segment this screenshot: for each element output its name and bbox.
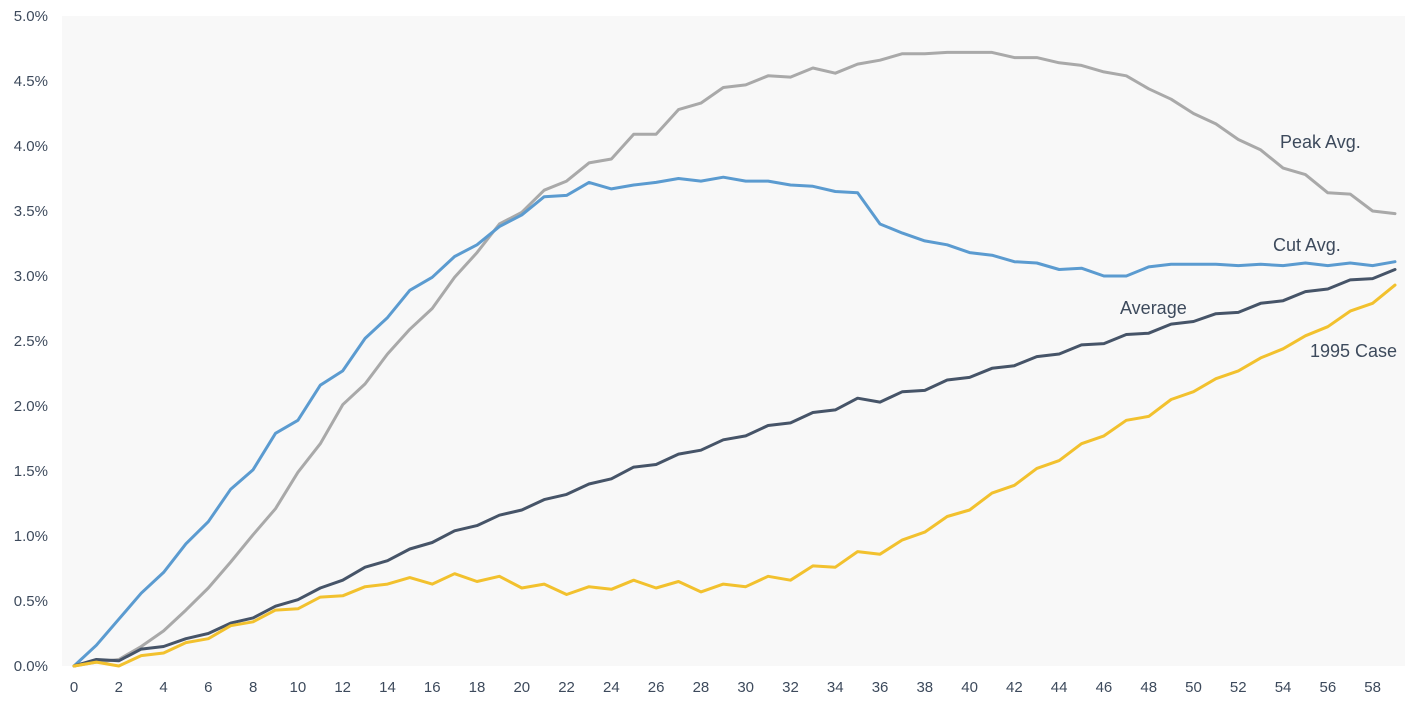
x-tick-label: 24 [603,679,620,696]
x-tick-label: 8 [249,679,257,696]
x-tick-label: 6 [204,679,212,696]
y-tick-label: 4.5% [14,73,48,90]
x-tick-label: 26 [648,679,665,696]
x-tick-label: 46 [1096,679,1113,696]
x-tick-label: 42 [1006,679,1023,696]
y-tick-label: 2.5% [14,333,48,350]
x-tick-label: 16 [424,679,441,696]
x-tick-label: 2 [115,679,123,696]
x-tick-label: 48 [1140,679,1157,696]
annotation-peak-avg: Peak Avg. [1280,132,1361,152]
x-tick-label: 58 [1364,679,1381,696]
y-tick-label: 0.5% [14,593,48,610]
x-tick-label: 54 [1275,679,1292,696]
x-tick-label: 18 [469,679,486,696]
y-tick-label: 5.0% [14,8,48,25]
x-tick-label: 38 [916,679,933,696]
series-annotations: Peak Avg. Cut Avg. Average 1995 Case [1120,132,1397,361]
x-tick-label: 36 [872,679,889,696]
series-line-cut-avg [72,175,1397,668]
x-tick-label: 20 [513,679,530,696]
y-tick-label: 2.0% [14,398,48,415]
plot-area [62,16,1405,666]
x-tick-label: 12 [334,679,351,696]
annotation-average: Average [1120,298,1187,318]
x-tick-label: 4 [159,679,167,696]
x-tick-label: 32 [782,679,799,696]
x-tick-label: 52 [1230,679,1247,696]
y-tick-label: 3.5% [14,203,48,220]
series-line-average [72,268,1397,668]
series-lines [72,50,1397,668]
x-tick-label: 10 [290,679,307,696]
x-tick-label: 0 [70,679,78,696]
series-line-1995-case [72,283,1397,668]
annotation-cut-avg: Cut Avg. [1273,235,1341,255]
x-tick-label: 22 [558,679,575,696]
y-tick-label: 1.0% [14,528,48,545]
x-tick-label: 50 [1185,679,1202,696]
x-tick-label: 28 [693,679,710,696]
y-tick-label: 0.0% [14,658,48,675]
y-tick-label: 4.0% [14,138,48,155]
x-tick-label: 30 [737,679,754,696]
x-tick-label: 14 [379,679,396,696]
y-axis: 0.0% 0.5% 1.0% 1.5% 2.0% 2.5% 3.0% 3.5% 4.0% 4.5%… [14,8,48,675]
annotation-1995-case: 1995 Case [1310,341,1397,361]
x-tick-label: 40 [961,679,978,696]
x-tick-label: 56 [1319,679,1336,696]
x-tick-label: 44 [1051,679,1068,696]
y-tick-label: 3.0% [14,268,48,285]
y-tick-label: 1.5% [14,463,48,480]
series-line-peak-avg [72,50,1397,668]
x-tick-label: 34 [827,679,844,696]
x-axis: 0 2 4 6 8 10 12 14 16 18 20 22 24 26 28 30 32 34 36 38 40 42 4… [70,679,1381,696]
